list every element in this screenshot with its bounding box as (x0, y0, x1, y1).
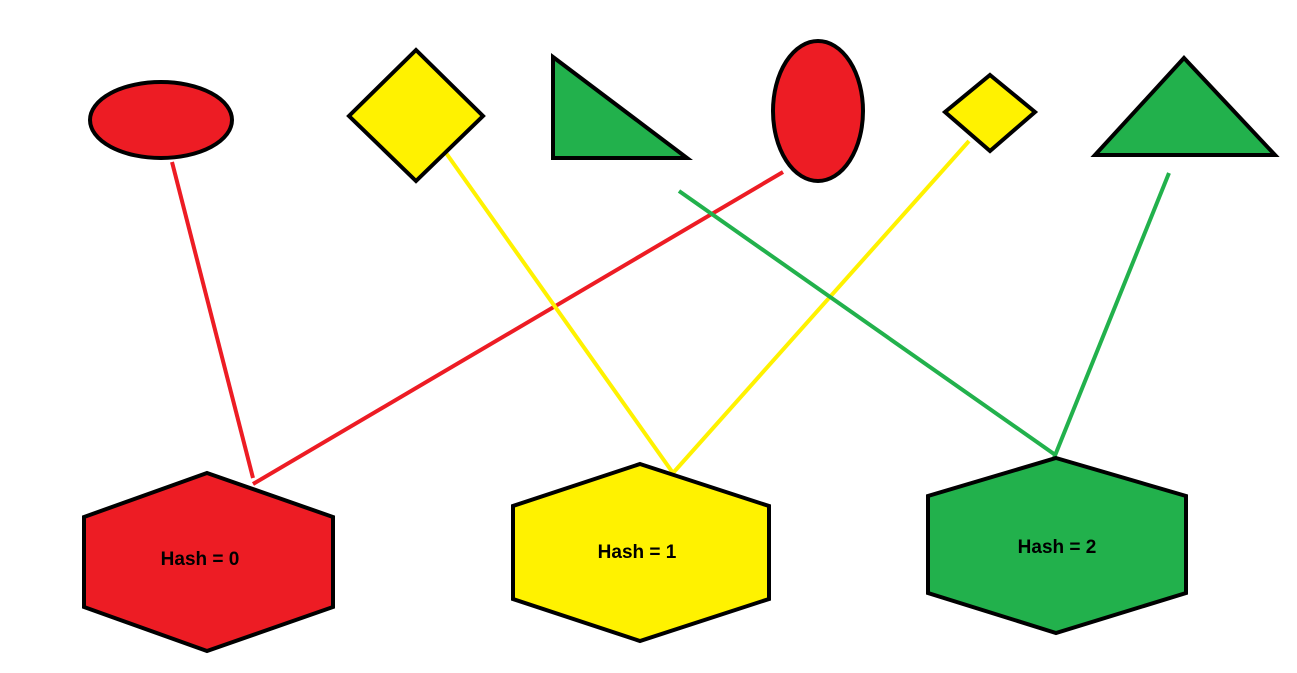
red-ellipse-tall (771, 39, 865, 183)
red-ellipse-wide (88, 80, 234, 160)
bucket-1-label: Hash = 1 (598, 542, 677, 563)
bucket-0-hexagon (82, 470, 335, 654)
bucket-0: Hash = 0 (82, 470, 335, 654)
yellow-diamond-small (941, 72, 1039, 154)
green-right-triangle (551, 52, 693, 160)
bucket-2: Hash = 2 (926, 455, 1188, 636)
bucket-1: Hash = 1 (511, 461, 771, 644)
green-triangle (1090, 55, 1280, 157)
connector-green-right-triangle (677, 189, 1056, 456)
connector-green-triangle (1052, 172, 1171, 459)
input-shapes (88, 39, 1280, 184)
yellow-diamond-large (346, 47, 486, 184)
hash-buckets: Hash = 0 Hash = 1 Hash = 2 (82, 455, 1188, 654)
connector-yellow-diamond-large (444, 151, 675, 475)
connector-red-ellipse-wide (170, 161, 255, 479)
bucket-0-label: Hash = 0 (161, 549, 240, 570)
connector-yellow-diamond-small (671, 139, 971, 475)
bucket-2-hexagon (926, 455, 1188, 636)
bucket-1-hexagon (511, 461, 771, 644)
bucket-2-label: Hash = 2 (1018, 537, 1097, 558)
connectors (170, 139, 1171, 486)
connector-red-ellipse-tall (251, 170, 785, 486)
